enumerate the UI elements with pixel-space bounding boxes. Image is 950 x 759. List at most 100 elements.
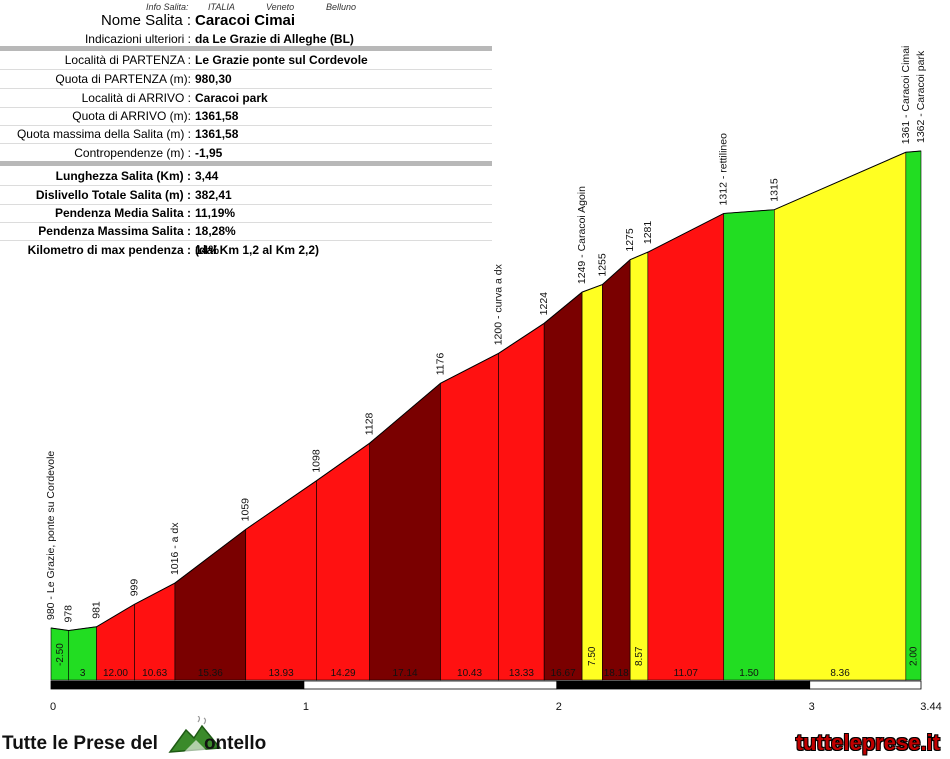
altitude-label: 1361 - Caracoi Cimai	[900, 46, 912, 145]
divider	[0, 69, 492, 70]
info-label: Info Salita:	[146, 2, 189, 12]
row-value: 18,28%	[195, 224, 236, 238]
altitude-label: 981	[91, 601, 103, 619]
altitude-label: 1059	[240, 498, 252, 522]
profile-segment	[629, 251, 649, 681]
segment-gradient-label: 1.50	[739, 668, 759, 679]
altitude-label: 1362 - Caracoi park	[915, 50, 927, 143]
altitude-label: 978	[63, 605, 75, 623]
row-value: da Le Grazie di Alleghe (BL)	[195, 32, 354, 46]
km-scale-bar	[50, 680, 305, 690]
profile-segment	[602, 258, 631, 681]
km-tick-label: 3.44	[920, 701, 941, 713]
row-value: -1,95	[195, 146, 223, 160]
row-key: Nome Salita :	[100, 12, 191, 29]
profile-outline	[50, 150, 922, 632]
profile-segment	[647, 212, 725, 681]
profile-segment	[440, 352, 499, 681]
profile-segment	[774, 151, 907, 681]
profile-segment	[905, 150, 922, 681]
info-region: Veneto	[266, 2, 295, 12]
segment-gradient-label: -2.50	[55, 643, 66, 666]
segment-gradient-label: 8.57	[634, 646, 645, 666]
info-province: Belluno	[326, 2, 357, 12]
altitude-label: 1224	[538, 292, 550, 316]
segment-gradient-label: 10.63	[142, 668, 167, 679]
separator	[0, 46, 492, 51]
altitude-label: 980 - Le Grazie, ponte su Cordevole	[45, 451, 57, 620]
segment-gradient-label: 13.33	[509, 668, 534, 679]
row-key: Quota di PARTENZA (m):	[55, 72, 191, 86]
row-key: Contropendenze (m) :	[74, 146, 191, 160]
segment-gradient-label: 3	[80, 668, 86, 679]
profile-segment	[316, 442, 370, 681]
row-value: Caracoi Cimai	[195, 12, 296, 29]
row-key: Pendenza Massima Salita :	[38, 224, 191, 238]
profile-segment	[723, 209, 775, 681]
row-key: Quota massima della Salita (m) :	[16, 127, 191, 141]
altitude-label: 1275	[624, 228, 636, 252]
segment-gradient-label: 12.00	[103, 668, 128, 679]
profile-segment	[134, 582, 176, 681]
km-tick-label: 0	[50, 701, 56, 713]
altitude-label: 1315	[768, 178, 780, 202]
profile-segment	[174, 528, 247, 681]
segment-gradient-label: 15.36	[198, 668, 223, 679]
altitude-label: 1255	[596, 253, 608, 277]
row-value: 980,30	[195, 72, 232, 86]
profile-segment	[543, 291, 583, 681]
row-key: Località di PARTENZA :	[64, 53, 191, 67]
row-key: Indicazioni ulteriori :	[84, 32, 191, 46]
row-value: 3,44	[195, 169, 219, 183]
separator	[0, 161, 492, 166]
altitude-label: 1281	[642, 221, 654, 245]
segment-gradient-label: 18.18	[604, 668, 629, 679]
km-scale-bar	[556, 680, 811, 690]
km-tick-label: 2	[556, 701, 562, 713]
altitude-label: 1128	[364, 412, 376, 435]
altitude-label: 1176	[434, 353, 446, 376]
divider	[0, 240, 492, 241]
row-key: Lunghezza Salita (Km) :	[55, 169, 191, 183]
brand-suffix: ontello	[203, 733, 267, 754]
row-value: 1361,58	[195, 109, 239, 123]
km-scale-bar	[809, 680, 922, 690]
altitude-label: 1016 - a dx	[169, 522, 181, 575]
brand-name: Tutte le Prese del ontello	[2, 733, 266, 755]
row-value: Caracoi park	[195, 91, 268, 105]
row-value: 382,41	[195, 188, 232, 202]
row-key: Dislivello Totale Salita (m) :	[35, 188, 191, 202]
divider	[0, 88, 492, 89]
row-extra: (dal Km 1,2 al Km 2,2)	[195, 243, 320, 257]
altitude-label: 1098	[311, 449, 323, 473]
row-key: Località di ARRIVO :	[81, 91, 191, 105]
segment-gradient-label: 2.00	[908, 646, 919, 666]
segment-gradient-label: 11.07	[674, 668, 699, 679]
divider	[0, 222, 492, 223]
divider	[0, 107, 492, 108]
divider	[0, 204, 492, 205]
divider	[0, 143, 492, 144]
km-tick-label: 3	[809, 701, 815, 713]
row-key: Quota di ARRIVO (m):	[72, 109, 191, 123]
segment-gradient-label: 16.67	[551, 668, 576, 679]
altitude-label: 999	[128, 579, 140, 597]
profile-segment	[369, 382, 441, 681]
segment-gradient-label: 8.36	[830, 668, 850, 679]
row-value: 1361,58	[195, 127, 239, 141]
mountain-logo	[168, 716, 222, 753]
segment-gradient-label: 17.14	[393, 668, 418, 679]
profile-segment	[245, 480, 317, 681]
row-value: Le Grazie ponte sul Cordevole	[195, 53, 368, 67]
profile-segment	[581, 284, 603, 681]
row-key: Kilometro di max pendenza :	[27, 243, 191, 257]
km-scale-bar	[303, 680, 558, 690]
brand-text: Tutte le Prese del	[2, 733, 158, 754]
row-value: 11,19%	[195, 206, 236, 220]
segment-gradient-label: 10.43	[457, 668, 482, 679]
profile-segment	[498, 322, 545, 681]
row-key: Pendenza Media Salita :	[54, 206, 191, 220]
segment-gradient-label: 14.29	[331, 668, 356, 679]
site-link[interactable]: tutteleprese.it	[795, 730, 940, 755]
divider	[0, 185, 492, 186]
